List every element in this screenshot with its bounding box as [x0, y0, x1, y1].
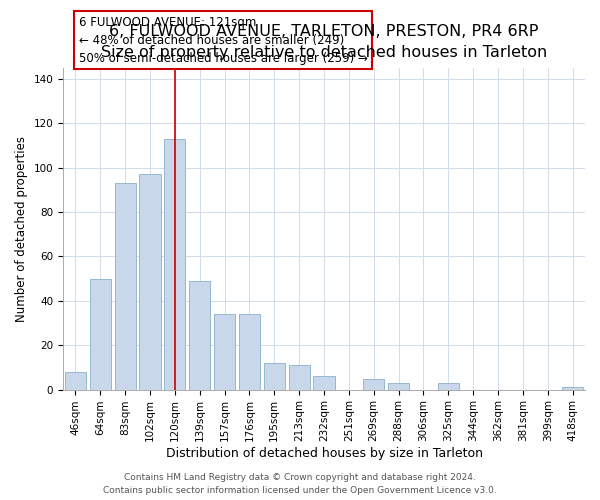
Bar [363, 378, 384, 390]
Bar [388, 383, 409, 390]
Text: Contains HM Land Registry data © Crown copyright and database right 2024.
Contai: Contains HM Land Registry data © Crown c… [103, 474, 497, 495]
Bar [65, 372, 86, 390]
Bar [90, 278, 111, 390]
Bar [264, 363, 285, 390]
Bar [139, 174, 161, 390]
Y-axis label: Number of detached properties: Number of detached properties [15, 136, 28, 322]
Bar [115, 183, 136, 390]
X-axis label: Distribution of detached houses by size in Tarleton: Distribution of detached houses by size … [166, 447, 482, 460]
Bar [313, 376, 335, 390]
Text: 6 FULWOOD AVENUE: 121sqm
← 48% of detached houses are smaller (249)
50% of semi-: 6 FULWOOD AVENUE: 121sqm ← 48% of detach… [79, 16, 368, 64]
Bar [189, 281, 210, 390]
Bar [239, 314, 260, 390]
Bar [289, 365, 310, 390]
Bar [438, 383, 459, 390]
Title: 6, FULWOOD AVENUE, TARLETON, PRESTON, PR4 6RP
Size of property relative to detac: 6, FULWOOD AVENUE, TARLETON, PRESTON, PR… [101, 24, 547, 60]
Bar [562, 388, 583, 390]
Bar [214, 314, 235, 390]
Bar [164, 139, 185, 390]
